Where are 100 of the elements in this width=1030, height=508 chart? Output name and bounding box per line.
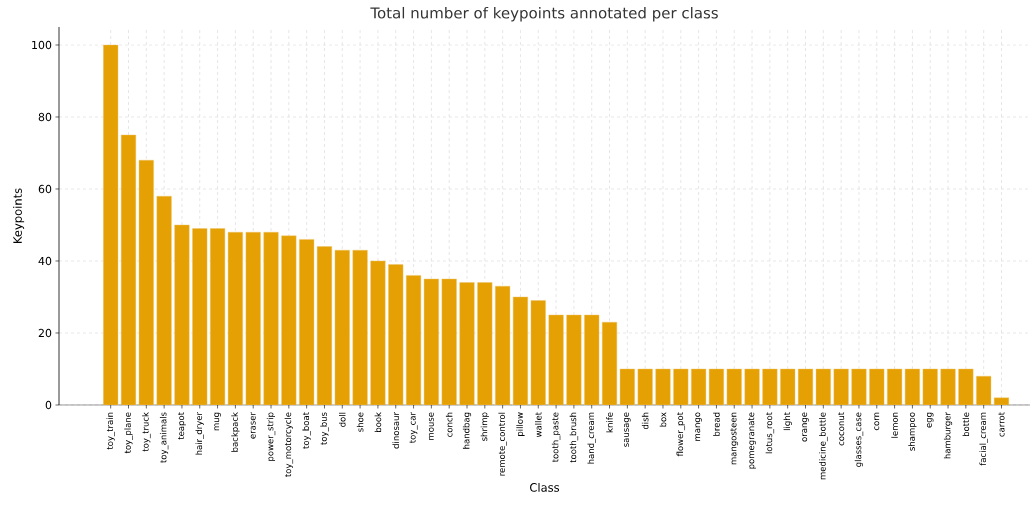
x-tick-label: hand_cream [587,412,596,464]
bar [602,321,618,405]
bar [726,368,742,405]
bar [156,195,172,405]
x-tick-label: pillow [516,412,525,436]
bar [744,368,760,405]
y-tick-label: 0 [45,400,52,410]
x-tick-label: wallet [534,412,542,438]
x-tick-label: carrot [998,412,1005,437]
x-tick-label: toy_boat [302,412,311,449]
y-tick-label: 40 [38,256,52,266]
bar [281,235,297,405]
bar [815,368,831,405]
bar [370,260,386,405]
bar [780,368,796,405]
bar [566,314,582,405]
bar [441,278,457,405]
x-tick-label: facial_cream [979,412,988,466]
bar [120,134,136,405]
bar [334,249,350,405]
x-tick-label: bread [713,412,720,436]
bar [762,368,778,405]
bar [263,231,279,405]
x-tick-label: backpack [231,412,240,452]
bar [958,368,974,405]
x-axis-title: Class [530,482,560,492]
x-tick-label: teapot [178,412,186,440]
x-tick-label: toy_truck [142,412,151,452]
bar [655,368,671,405]
x-tick-label: conch [445,412,453,437]
y-axis-title: Keypoints [12,188,25,243]
bar [976,375,992,405]
x-tick-label: toy_train [106,412,115,450]
x-tick-label: corn [874,412,880,431]
bar [833,368,849,405]
bar [477,282,493,405]
bar [673,368,689,405]
x-tick-label: glasses_case [854,412,864,467]
x-tick-label: shrimp [480,412,489,441]
x-tick-label: pomegranate [748,412,756,469]
bar [192,228,208,405]
bar [798,368,814,405]
x-tick-label: toy_motorcycle [284,412,294,477]
bar [138,159,154,405]
x-tick-label: mangosteen [730,412,739,465]
bar [388,264,404,405]
x-tick-label: toy_animals [159,412,169,463]
x-tick-label: mug [214,412,221,431]
bar [103,44,119,405]
x-tick-label: eraser [250,412,256,439]
bar [459,282,475,405]
y-tick-label: 20 [38,328,52,338]
x-tick-label: toy_car [409,412,418,443]
bar [174,224,190,405]
x-tick-label: remote_control [498,412,507,476]
x-tick-label: toy_plane [124,412,133,454]
y-tick-label: 60 [38,184,52,194]
x-tick-label: lotus_root [765,412,775,454]
x-tick-label: box [659,412,667,427]
x-tick-label: doll [339,412,346,427]
bar [316,246,332,405]
y-tick-label: 80 [38,112,52,122]
bar [993,397,1009,405]
bar [619,368,635,405]
x-tick-label: handbag [462,412,472,449]
x-tick-label: lemon [891,412,898,438]
bar [530,300,546,405]
bar [869,368,885,405]
x-tick-label: power_strip [266,412,276,461]
bar [922,368,938,405]
x-tick-label: hamburger [943,412,953,459]
bar [637,368,653,405]
x-tick-label: mango [695,412,702,441]
bar [548,314,564,405]
x-tick-label: light [783,412,792,431]
bar [851,368,867,405]
bar [299,239,315,405]
x-tick-label: shampoo [908,412,917,451]
x-tick-label: dinosaur [392,412,400,449]
x-tick-label: flower_pot [676,412,686,457]
x-tick-label: medicine_bottle [819,412,828,480]
x-tick-label: bottle [962,412,970,437]
bar [245,231,261,405]
chart-title: Total number of keypoints annotated per class [370,6,718,22]
x-tick-label: coconut [838,412,845,446]
x-tick-label: shoe [356,412,364,432]
x-tick-label: egg [926,412,934,428]
bar [352,249,368,405]
x-tick-label: mouse [428,412,434,440]
y-tick-label: 100 [32,40,52,50]
bar [940,368,956,405]
bar [584,314,600,405]
x-tick-label: tooth_brush [569,412,579,463]
x-tick-label: toy_bus [320,412,329,445]
x-tick-label: dish [641,412,649,430]
x-tick-label: tooth_paste [551,412,561,463]
x-tick-label: knife [606,412,613,433]
x-tick-label: sausage [624,412,631,447]
x-tick-label: book [374,412,382,432]
x-tick-label: hair_dryer [195,412,204,455]
